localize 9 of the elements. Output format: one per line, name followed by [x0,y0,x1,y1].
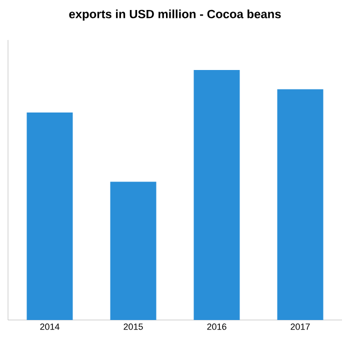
bar [26,112,73,320]
bar [194,70,240,320]
x-tick-label: 2014 [40,324,60,330]
x-tick-label: 2015 [124,324,143,330]
x-tick-label: 2016 [207,324,226,330]
chart-title: exports in USD million - Cocoa beans [69,10,281,21]
bar [277,89,324,320]
bar [110,182,156,320]
x-tick-label: 2017 [290,324,310,330]
